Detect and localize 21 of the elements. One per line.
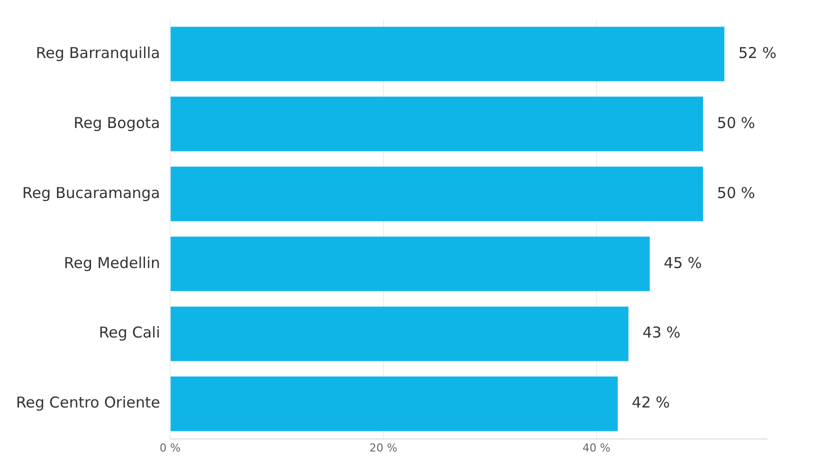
bar — [170, 26, 724, 82]
bar — [170, 166, 704, 222]
data-label: 50 % — [717, 114, 756, 132]
x-tick-label: 20 % — [369, 441, 398, 454]
bar — [170, 96, 704, 152]
y-tick-label: Reg Bogota — [74, 114, 160, 132]
data-label: 52 % — [738, 44, 776, 62]
x-tick-label: 0 % — [160, 441, 181, 454]
y-tick-label: Reg Medellin — [64, 254, 160, 272]
y-tick-label: Reg Centro Oriente — [16, 394, 160, 412]
data-label: 50 % — [717, 184, 756, 202]
y-tick-label: Reg Barranquilla — [36, 44, 160, 62]
bar — [170, 236, 650, 292]
data-label: 42 % — [632, 394, 670, 412]
bar — [170, 306, 628, 362]
bar — [170, 376, 618, 432]
y-tick-label: Reg Cali — [98, 324, 160, 342]
data-label: 45 % — [664, 254, 702, 272]
x-tick-label: 40 % — [582, 441, 610, 454]
y-tick-label: Reg Bucaramanga — [22, 184, 160, 202]
data-label: 43 % — [642, 324, 681, 342]
